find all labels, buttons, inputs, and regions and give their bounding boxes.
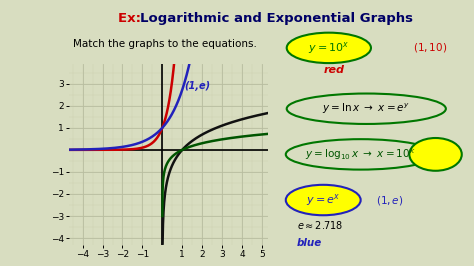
Text: $(1, 10)$: $(1, 10)$	[413, 41, 447, 54]
Text: $y = \ln x\ \rightarrow\ x = e^y$: $y = \ln x\ \rightarrow\ x = e^y$	[322, 102, 410, 116]
Text: blue: blue	[297, 238, 322, 248]
Text: $y = \log_{10} x\ \rightarrow\ x = 10^k$: $y = \log_{10} x\ \rightarrow\ x = 10^k$	[305, 147, 416, 162]
Text: $(1, e)$: $(1, e)$	[375, 194, 403, 206]
Ellipse shape	[286, 185, 361, 215]
Ellipse shape	[410, 138, 462, 171]
Text: Match the graphs to the equations.: Match the graphs to the equations.	[73, 39, 257, 49]
Text: red: red	[323, 65, 344, 75]
Text: $y = e^x$: $y = e^x$	[306, 192, 340, 208]
Text: $e \approx 2.718$: $e \approx 2.718$	[297, 219, 344, 231]
Text: $y = 10^x$: $y = 10^x$	[308, 40, 349, 56]
Text: Logarithmic and Exponential Graphs: Logarithmic and Exponential Graphs	[140, 12, 413, 25]
Text: Ex:: Ex:	[118, 12, 151, 25]
Ellipse shape	[287, 33, 371, 63]
Text: (1,e): (1,e)	[184, 81, 210, 90]
